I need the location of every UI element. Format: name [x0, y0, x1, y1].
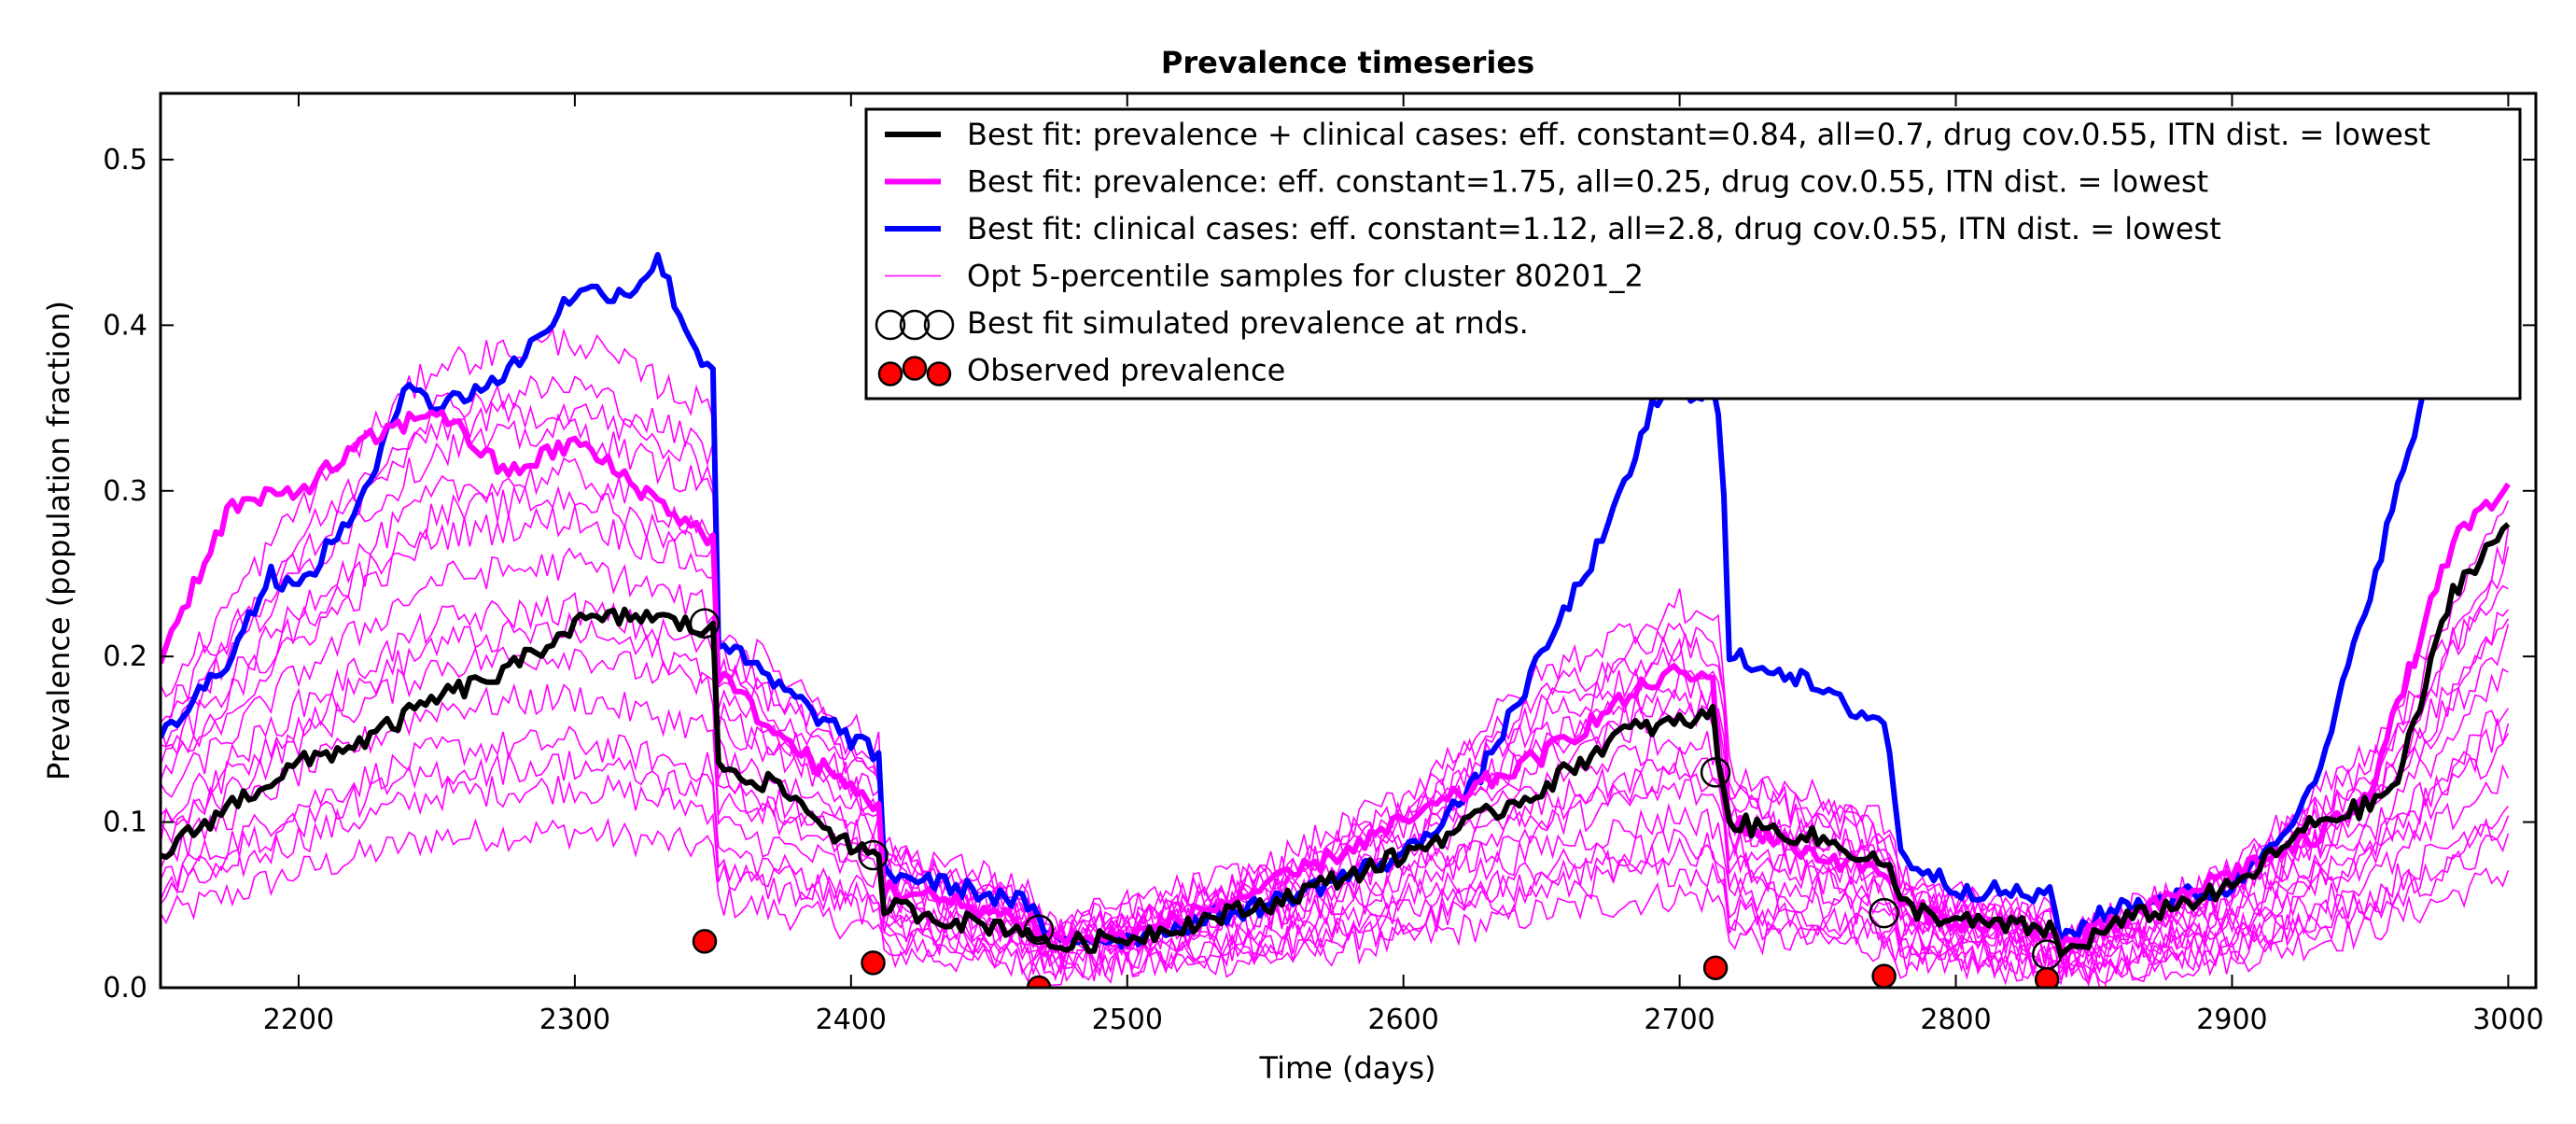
legend-entry-label: Best fit: clinical cases: eff. constant=… — [967, 211, 2221, 246]
chart-title: Prevalence timeseries — [1161, 45, 1534, 80]
legend-handle — [902, 356, 928, 381]
x-tick-label: 2400 — [816, 1004, 887, 1036]
legend-box — [864, 107, 2522, 400]
legend-entry-label: Best fit: prevalence: eff. constant=1.75… — [967, 164, 2208, 200]
best-fit-line — [161, 251, 2467, 950]
x-tick-label: 2700 — [1644, 1004, 1715, 1036]
x-axis-label: Time (days) — [1259, 1050, 1436, 1086]
legend-entry-label: Best fit: prevalence + clinical cases: e… — [967, 117, 2430, 152]
observed-prevalence-marker — [1871, 963, 1897, 988]
legend-entry-label: Best fit simulated prevalence at rnds. — [967, 305, 1529, 341]
x-tick-label: 3000 — [2472, 1004, 2543, 1036]
legend-entry-label: Observed prevalence — [967, 353, 1285, 388]
x-tick-label: 2200 — [263, 1004, 334, 1036]
x-tick-label: 2800 — [1920, 1004, 1991, 1036]
y-tick-label: 0.1 — [103, 807, 147, 839]
simulated-prevalence-marker — [1869, 897, 1899, 929]
sample-line — [161, 682, 2510, 981]
y-tick-label: 0.4 — [103, 309, 147, 342]
simulated-prevalence-marker — [1700, 757, 1731, 788]
sample-line — [161, 725, 2510, 983]
simulated-prevalence-marker — [689, 608, 721, 639]
legend-handle — [899, 309, 931, 341]
x-tick-label: 2600 — [1368, 1004, 1439, 1036]
legend-handle — [923, 309, 955, 341]
sample-line — [161, 751, 2510, 986]
observed-prevalence-marker — [1026, 975, 1052, 988]
observed-prevalence-marker — [861, 950, 886, 976]
y-tick-label: 0.3 — [103, 475, 147, 508]
sample-line — [161, 485, 2510, 958]
x-tick-label: 2300 — [539, 1004, 610, 1036]
observed-prevalence-marker — [692, 929, 718, 954]
simulated-prevalence-marker — [1023, 914, 1055, 946]
plot-frame — [159, 91, 2538, 990]
y-tick-label: 0.5 — [103, 144, 147, 176]
y-tick-label: 0.0 — [103, 972, 147, 1005]
x-tick-label: 2900 — [2196, 1004, 2267, 1036]
best-fit-line — [161, 522, 2511, 958]
legend-handle — [877, 361, 903, 386]
y-tick-label: 0.2 — [103, 640, 147, 673]
observed-prevalence-marker — [2034, 966, 2060, 988]
legend-handle — [875, 309, 906, 341]
x-tick-label: 2500 — [1092, 1004, 1163, 1036]
observed-prevalence-marker — [1702, 955, 1729, 980]
legend-entry-label: Opt 5-percentile samples for cluster 802… — [967, 259, 1644, 294]
y-axis-label: Prevalence (population fraction) — [41, 301, 77, 780]
legend-handle — [926, 361, 952, 386]
legend: Best fit: prevalence + clinical cases: e… — [864, 107, 2522, 400]
simulated-prevalence-marker — [858, 839, 889, 871]
